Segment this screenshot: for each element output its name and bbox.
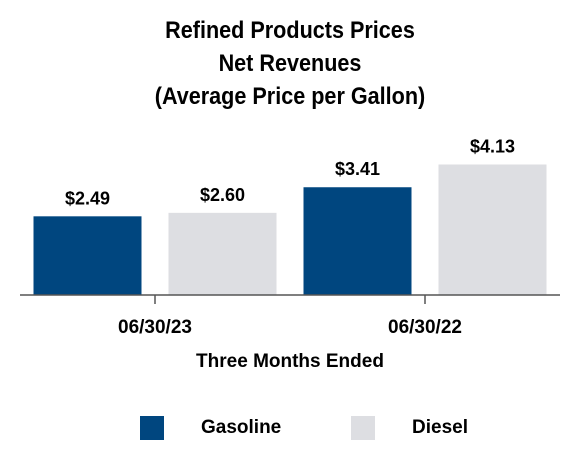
- chart-title-line-1: Refined Products Prices: [165, 17, 415, 44]
- bar-diesel-06-30-22: [438, 164, 547, 295]
- chart-title-line-2: Net Revenues: [218, 50, 362, 77]
- x-tick-label-06-30-22: 06/30/22: [388, 317, 462, 338]
- legend-item-diesel: Diesel: [351, 413, 468, 443]
- x-tick-label-06-30-23: 06/30/23: [118, 317, 192, 338]
- chart-title: Refined Products Prices Net Revenues (Av…: [29, 14, 551, 113]
- legend: Gasoline Diesel: [0, 413, 580, 443]
- data-label-gasoline-06-30-22: $3.41: [335, 159, 380, 179]
- legend-label-gasoline: Gasoline: [201, 417, 282, 438]
- legend-swatch-gasoline: [140, 416, 164, 440]
- data-label-gasoline-06-30-23: $2.49: [65, 188, 110, 208]
- data-label-diesel-06-30-22: $4.13: [470, 136, 515, 156]
- legend-item-gasoline: Gasoline: [140, 413, 281, 443]
- legend-label-diesel: Diesel: [412, 417, 468, 438]
- chart-title-line-3: (Average Price per Gallon): [154, 83, 426, 110]
- legend-swatch-diesel: [351, 416, 375, 440]
- bar-gasoline-06-30-23: [33, 216, 142, 295]
- x-axis-title: Three Months Ended: [196, 351, 384, 372]
- data-label-diesel-06-30-23: $2.60: [200, 185, 245, 205]
- bar-gasoline-06-30-22: [303, 187, 412, 295]
- bar-diesel-06-30-23: [168, 212, 277, 295]
